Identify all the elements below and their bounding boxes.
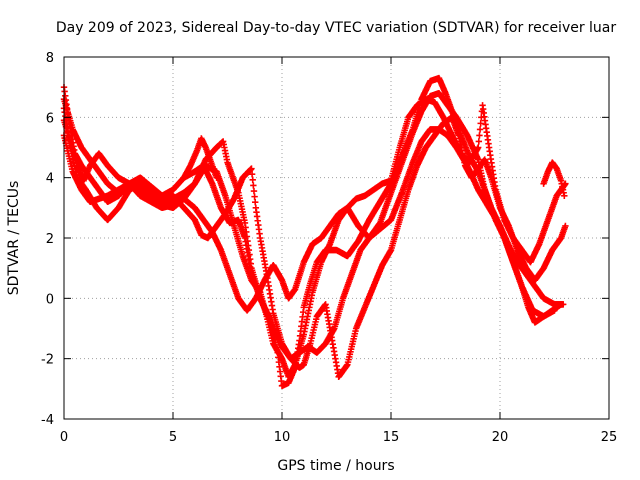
data-point <box>477 120 484 127</box>
y-tick-label: 2 <box>46 232 54 247</box>
y-tick-labels: -4 -2 0 2 4 6 8 <box>41 51 54 428</box>
y-axis-label: SDTVAR / TECUs <box>6 181 22 296</box>
data-point <box>561 192 568 199</box>
y-tick-label: 8 <box>46 51 54 66</box>
data-point <box>213 174 220 181</box>
chart-title: Day 209 of 2023, Sidereal Day-to-day VTE… <box>56 20 617 36</box>
data-point <box>248 165 255 172</box>
y-tick-label: -4 <box>41 413 54 428</box>
series-track-2 <box>60 90 558 380</box>
data-point <box>248 171 256 178</box>
y-tick-label: -2 <box>41 353 54 368</box>
data-point <box>562 222 569 230</box>
data-point <box>476 126 484 133</box>
x-axis-label: GPS time / hours <box>277 458 394 474</box>
y-tick-label: 4 <box>46 172 54 187</box>
x-tick-label: 20 <box>492 430 509 445</box>
series-track-7 <box>180 135 220 181</box>
data-point <box>476 132 483 139</box>
series-track-3 <box>60 74 565 390</box>
x-tick-label: 25 <box>601 430 618 445</box>
data-points <box>60 74 569 390</box>
data-point <box>250 187 258 195</box>
x-tick-label: 5 <box>169 430 177 445</box>
y-tick-label: 0 <box>46 292 54 307</box>
data-point <box>475 138 483 145</box>
grid-layer <box>64 57 609 419</box>
data-point <box>249 176 256 184</box>
x-tick-labels: 0 5 10 15 20 25 <box>60 430 617 445</box>
data-point <box>252 199 259 206</box>
data-point <box>557 301 565 308</box>
x-tick-label: 0 <box>60 430 68 445</box>
y-tick-label: 6 <box>46 111 54 126</box>
series-track-5 <box>60 96 569 314</box>
data-point <box>475 144 482 151</box>
x-tick-label: 15 <box>383 430 400 445</box>
x-tick-label: 10 <box>274 430 291 445</box>
axis-ticks <box>63 56 610 420</box>
data-point <box>250 182 257 189</box>
data-point <box>251 193 258 200</box>
series-track-6 <box>540 159 568 199</box>
